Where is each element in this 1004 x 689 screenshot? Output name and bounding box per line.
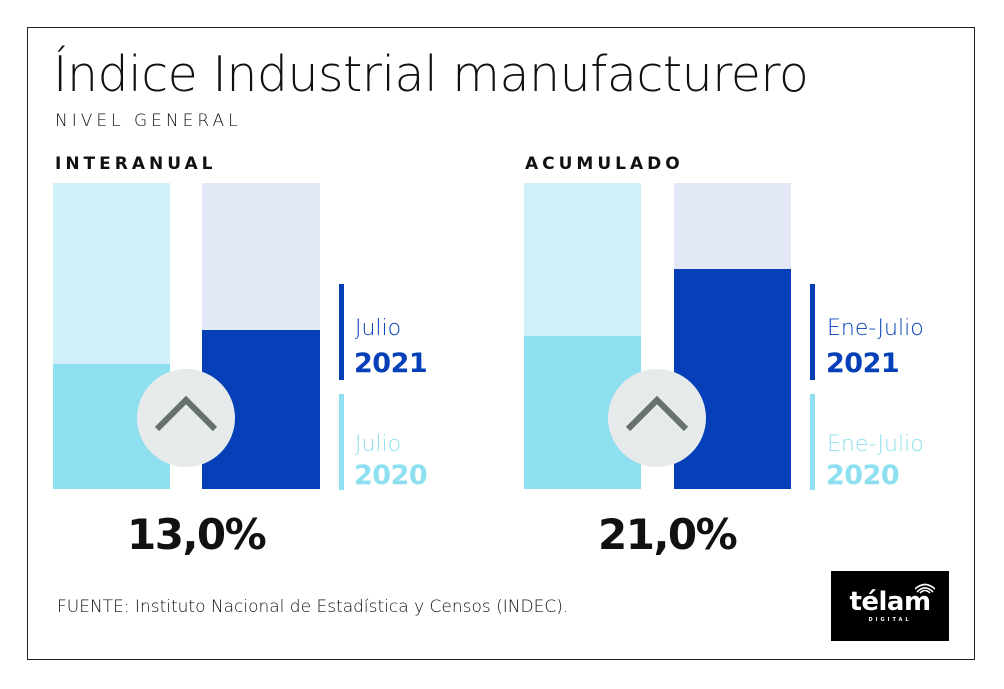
signal-icon [915, 583, 935, 594]
bar-julio-2021 [202, 183, 320, 489]
increase-indicator [137, 369, 235, 467]
change-value-interanual: 13,0% [127, 510, 267, 559]
telam-logo: télam DIGITAL [831, 571, 949, 641]
increase-indicator [608, 369, 706, 467]
legend-marker-2020 [810, 394, 815, 490]
bar-fill [674, 268, 791, 489]
legend-year-2020: 2020 [354, 460, 428, 491]
infographic-frame [27, 27, 975, 660]
legend-marker-2021 [810, 284, 815, 380]
page-subtitle: NIVEL GENERAL [55, 111, 242, 131]
chart-title-interanual: INTERANUAL [55, 154, 217, 174]
logo-subtext: DIGITAL [868, 617, 912, 623]
legend-marker-2020 [339, 394, 344, 490]
chevron-up-icon [625, 395, 689, 432]
legend-marker-2021 [339, 284, 344, 380]
legend-label-2021: Julio [355, 316, 402, 341]
source-note: FUENTE: Instituto Nacional de Estadístic… [57, 597, 569, 617]
legend-year-2020: 2020 [826, 460, 900, 491]
change-value-acumulado: 21,0% [598, 510, 738, 559]
page-title: Índice Industrial manufacturero [53, 46, 809, 103]
chart-title-acumulado: ACUMULADO [525, 154, 684, 174]
legend-year-2021: 2021 [354, 348, 428, 379]
legend-label-2021: Ene-Julio [827, 316, 924, 341]
legend-label-2020: Ene-Julio [827, 432, 924, 457]
legend-year-2021: 2021 [826, 348, 900, 379]
chevron-up-icon [154, 395, 218, 432]
legend-label-2020: Julio [355, 432, 402, 457]
